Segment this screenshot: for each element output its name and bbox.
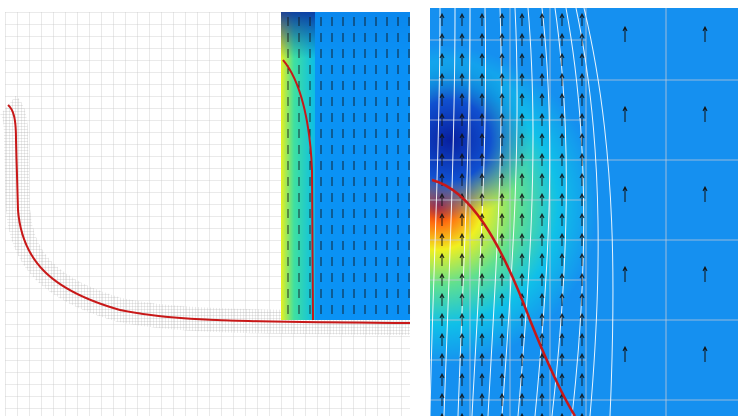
figure — [0, 0, 738, 416]
page — [0, 0, 738, 416]
field-zoom — [430, 8, 738, 416]
field-inset — [281, 12, 410, 320]
